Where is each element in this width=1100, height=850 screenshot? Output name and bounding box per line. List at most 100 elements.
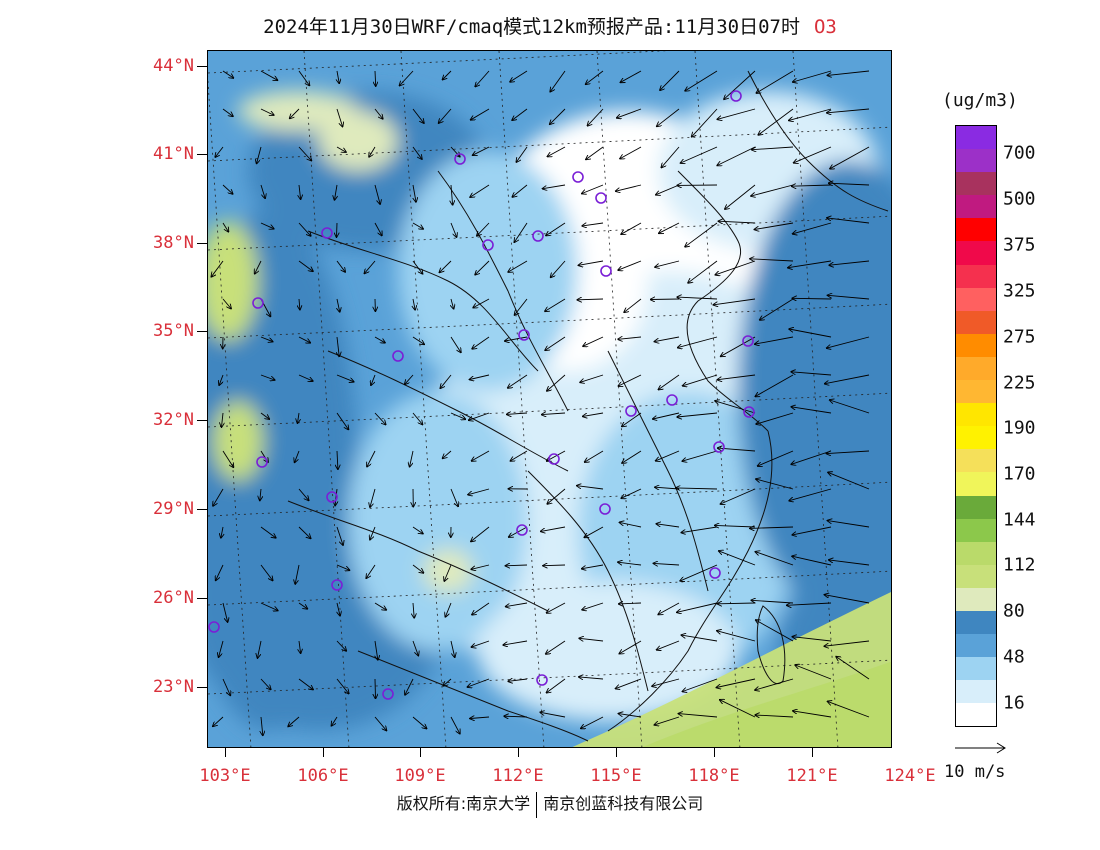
wind-arrow-icon [444, 564, 452, 581]
wind-arrow-icon [260, 222, 274, 229]
wind-arrow-icon [374, 336, 385, 343]
wind-arrow-icon [828, 701, 870, 718]
wind-arrow-icon [374, 222, 382, 235]
wind-arrow-icon [583, 336, 604, 346]
wind-arrow-icon [586, 146, 604, 159]
wind-arrow-icon [683, 374, 718, 386]
station-circle-icon [331, 579, 343, 591]
wind-arrow-icon [622, 412, 642, 426]
wind-arrow-icon [581, 716, 604, 728]
wind-arrow-icon [543, 184, 566, 189]
station-circle-icon [454, 153, 466, 165]
wind-arrow-icon [471, 108, 490, 120]
wind-arrow-icon [585, 450, 604, 462]
wind-arrow-icon [547, 678, 566, 693]
wind-arrow-icon [582, 222, 604, 226]
wind-arrow-icon [788, 260, 832, 268]
wind-arrow-icon [412, 564, 423, 573]
wind-arrow-icon [512, 108, 528, 120]
legend-swatch [956, 634, 996, 658]
lon-label-124: 124°E [884, 766, 936, 786]
wind-arrow-icon [750, 259, 794, 261]
legend-swatch [956, 333, 996, 357]
wind-arrow-icon [751, 184, 794, 196]
station-circle-icon [743, 406, 755, 418]
wind-arrow-icon [450, 336, 461, 352]
copyright: 版权所有:南京大学 南京创蓝科技有限公司 [0, 790, 1100, 818]
wind-arrow-icon [515, 298, 528, 315]
wind-arrow-icon [511, 450, 528, 461]
wind-arrow-icon [260, 70, 277, 80]
wind-arrow-icon [472, 640, 490, 647]
wind-arrow-icon [222, 602, 228, 622]
wind-arrow-icon [336, 564, 349, 570]
wind-arrow-icon [760, 298, 794, 320]
lat-lon-grid [208, 51, 891, 747]
wind-arrow-icon [445, 602, 452, 617]
wind-arrow-icon [369, 146, 376, 157]
wind-arrow-icon [717, 678, 756, 688]
wind-arrow-icon [681, 526, 718, 533]
wind-arrow-icon [714, 298, 756, 305]
wind-arrow-icon [791, 407, 832, 414]
legend-swatch [956, 541, 996, 565]
legend-label-700: 700 [1003, 142, 1036, 164]
wind-arrow-icon [622, 450, 642, 463]
wind-arrow-icon [443, 450, 452, 458]
wind-arrow-icon [290, 108, 300, 118]
color-legend [955, 125, 997, 728]
wind-arrow-icon [616, 678, 642, 689]
station-circle-icon [516, 524, 528, 536]
wind-arrow-icon [550, 70, 566, 92]
wind-arrow-icon [298, 146, 311, 161]
wind-arrow-icon [655, 487, 680, 489]
wind-arrow-icon [750, 527, 794, 528]
station-circle-icon [382, 688, 394, 700]
legend-swatch [956, 126, 996, 150]
legend-swatch [956, 564, 996, 588]
wind-arrow-icon [450, 716, 460, 734]
wind-arrow-icon [828, 472, 870, 490]
wind-arrow-icon [298, 336, 310, 343]
wind-arrow-icon [791, 450, 832, 464]
station-circle-icon [321, 227, 333, 239]
wind-arrow-icon [257, 146, 262, 163]
wind-arrow-icon [260, 108, 274, 115]
legend-swatch [956, 241, 996, 265]
wind-arrow-icon [412, 336, 424, 344]
wind-arrow-icon [546, 640, 566, 654]
wind-arrow-icon [468, 678, 490, 687]
legend-label-225: 225 [1003, 372, 1036, 394]
wind-arrow-icon [412, 526, 423, 534]
wind-arrow-icon [661, 146, 680, 167]
wind-arrow-icon [676, 488, 718, 489]
wind-arrow-icon [582, 184, 604, 194]
legend-label-275: 275 [1003, 326, 1036, 348]
lat-label-38: 38°N [153, 233, 194, 253]
wind-arrow-icon [621, 70, 642, 82]
wind-arrow-icon [374, 716, 386, 730]
wind-arrow-icon [374, 602, 386, 610]
wind-arrow-icon [717, 146, 756, 165]
wind-arrow-icon [472, 602, 490, 615]
wind-arrow-icon [374, 412, 386, 425]
wind-arrow-icon [827, 218, 870, 224]
wind-arrow-icon [679, 714, 718, 718]
wind-arrow-icon [260, 184, 265, 198]
wind-arrow-icon [504, 716, 528, 717]
wind-arrow-icon [298, 374, 313, 381]
wind-arrow-icon [298, 526, 311, 538]
wind-arrow-icon [579, 677, 604, 679]
wind-arrow-icon [756, 412, 794, 424]
wind-arrow-icon [828, 70, 870, 75]
lat-label-26: 26°N [153, 588, 194, 608]
wind-arrow-icon [410, 450, 414, 467]
wind-arrow-icon [685, 222, 718, 247]
wind-arrow-icon [258, 640, 262, 658]
station-circle-icon [572, 171, 584, 183]
wind-arrow-icon [543, 565, 566, 566]
station-circle-icon [532, 230, 544, 242]
wind-arrow-icon [792, 298, 832, 299]
wind-arrow-icon [440, 260, 452, 272]
lat-label-41: 41°N [153, 144, 194, 164]
